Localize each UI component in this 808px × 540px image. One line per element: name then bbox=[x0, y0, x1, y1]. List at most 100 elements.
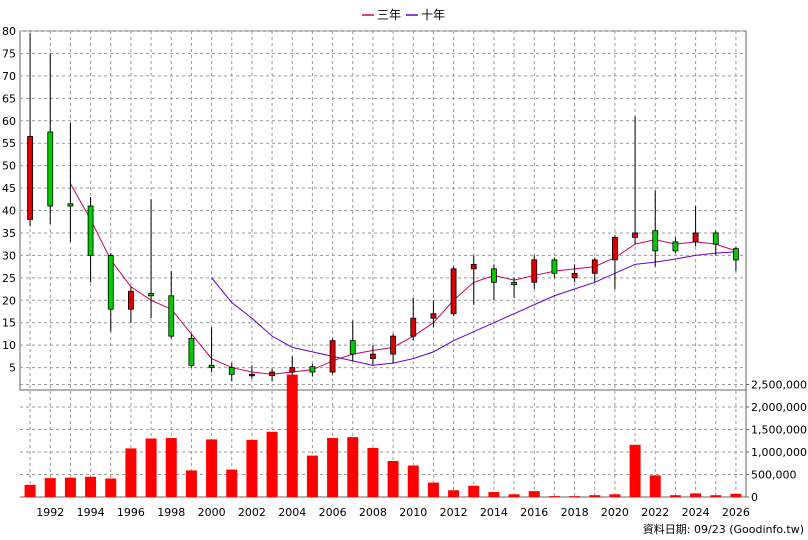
price-tick-label: 55 bbox=[2, 137, 16, 150]
volume-bars bbox=[24, 374, 742, 498]
candle-body bbox=[733, 248, 739, 261]
candle-body bbox=[67, 203, 74, 207]
candle bbox=[67, 122, 74, 242]
candle-body bbox=[370, 353, 376, 359]
candle bbox=[309, 363, 316, 377]
candle bbox=[612, 235, 618, 290]
candle bbox=[249, 365, 255, 379]
candle bbox=[390, 333, 396, 364]
volume-bar bbox=[690, 493, 702, 497]
volume-bar bbox=[609, 494, 621, 497]
candle-body bbox=[228, 367, 235, 375]
candle bbox=[208, 327, 215, 373]
volume-bar bbox=[246, 439, 258, 497]
x-axis: 1992 1994 1996 1998 2000 2002 2004 2006 2008 2010… bbox=[36, 506, 750, 519]
candle-body bbox=[269, 371, 275, 377]
candle-body bbox=[531, 259, 538, 283]
volume-bar bbox=[548, 496, 560, 498]
x-tick-label: 2020 bbox=[601, 506, 629, 519]
legend-ma3-label: 三年 bbox=[377, 8, 401, 22]
price-tick-label: 80 bbox=[2, 25, 16, 38]
volume-bar bbox=[528, 491, 540, 497]
candle-body bbox=[712, 232, 719, 245]
volume-bar bbox=[508, 494, 520, 497]
candle-body bbox=[309, 366, 316, 373]
volume-bar bbox=[387, 461, 399, 497]
x-tick-label: 2000 bbox=[198, 506, 226, 519]
price-tick-label: 75 bbox=[2, 47, 16, 60]
legend-ma10-label: 十年 bbox=[421, 8, 445, 22]
candle bbox=[632, 116, 638, 245]
candle bbox=[450, 266, 457, 316]
legend: 三年 十年 bbox=[362, 8, 445, 22]
volume-bar bbox=[306, 455, 318, 497]
volume-bar bbox=[226, 469, 238, 497]
candle bbox=[107, 253, 114, 332]
candle bbox=[733, 246, 739, 272]
candle bbox=[652, 190, 659, 267]
volume-bar bbox=[185, 470, 197, 497]
candle-body bbox=[27, 136, 33, 220]
candle-body bbox=[128, 290, 134, 310]
volume-bar bbox=[24, 484, 36, 497]
x-tick-label: 2004 bbox=[278, 506, 306, 519]
candle bbox=[87, 197, 94, 283]
volume-bar bbox=[730, 493, 742, 497]
ma3-line bbox=[69, 183, 737, 375]
candle-body bbox=[470, 263, 477, 270]
candle-body bbox=[692, 232, 699, 243]
candle bbox=[511, 277, 517, 299]
price-grid bbox=[19, 30, 747, 497]
volume-bar bbox=[427, 482, 439, 497]
volume-grid bbox=[20, 380, 747, 498]
candle bbox=[531, 255, 538, 290]
volume-bar bbox=[669, 495, 681, 497]
price-tick-label: 50 bbox=[2, 160, 16, 173]
candle-body bbox=[188, 337, 195, 366]
x-tick-label: 2016 bbox=[520, 506, 548, 519]
volume-bar bbox=[44, 478, 56, 497]
candle bbox=[188, 333, 195, 368]
candle bbox=[491, 264, 497, 301]
candle-body bbox=[47, 131, 54, 207]
volume-bar bbox=[569, 496, 581, 498]
x-tick-label: 2010 bbox=[399, 506, 427, 519]
candle bbox=[47, 53, 54, 224]
candle bbox=[289, 356, 296, 377]
volume-bar bbox=[165, 438, 177, 497]
candle-body bbox=[208, 364, 215, 368]
candle-body bbox=[511, 281, 517, 285]
candle bbox=[571, 264, 578, 283]
candle-body bbox=[249, 373, 255, 377]
volume-bar bbox=[468, 485, 480, 497]
price-tick-label: 40 bbox=[2, 205, 16, 218]
volume-bar bbox=[649, 475, 661, 497]
candle-body bbox=[551, 259, 558, 274]
candle-body bbox=[390, 335, 396, 355]
x-tick-label: 2022 bbox=[641, 506, 669, 519]
volume-tick-label: 500,000 bbox=[751, 469, 797, 482]
candle-body bbox=[652, 230, 659, 252]
volume-bar bbox=[85, 476, 97, 497]
candle bbox=[370, 345, 376, 366]
x-tick-label: 2008 bbox=[359, 506, 387, 519]
volume-bar bbox=[64, 477, 76, 497]
candle bbox=[349, 320, 356, 361]
x-tick-label: 2024 bbox=[682, 506, 710, 519]
price-tick-label: 25 bbox=[2, 272, 16, 285]
volume-bar bbox=[266, 431, 278, 497]
volume-bar bbox=[710, 495, 722, 497]
candle-body bbox=[87, 205, 94, 256]
candle bbox=[269, 368, 275, 382]
candle-body bbox=[632, 232, 638, 238]
candle bbox=[470, 255, 477, 305]
volume-tick-label: 2,000,000 bbox=[751, 401, 807, 414]
price-tick-label: 65 bbox=[2, 92, 16, 105]
x-tick-label: 2002 bbox=[238, 506, 266, 519]
volume-bar bbox=[286, 374, 298, 497]
candle-layer bbox=[27, 33, 739, 382]
ma10-line bbox=[211, 251, 736, 366]
price-tick-label: 35 bbox=[2, 227, 16, 240]
candle bbox=[148, 199, 154, 319]
